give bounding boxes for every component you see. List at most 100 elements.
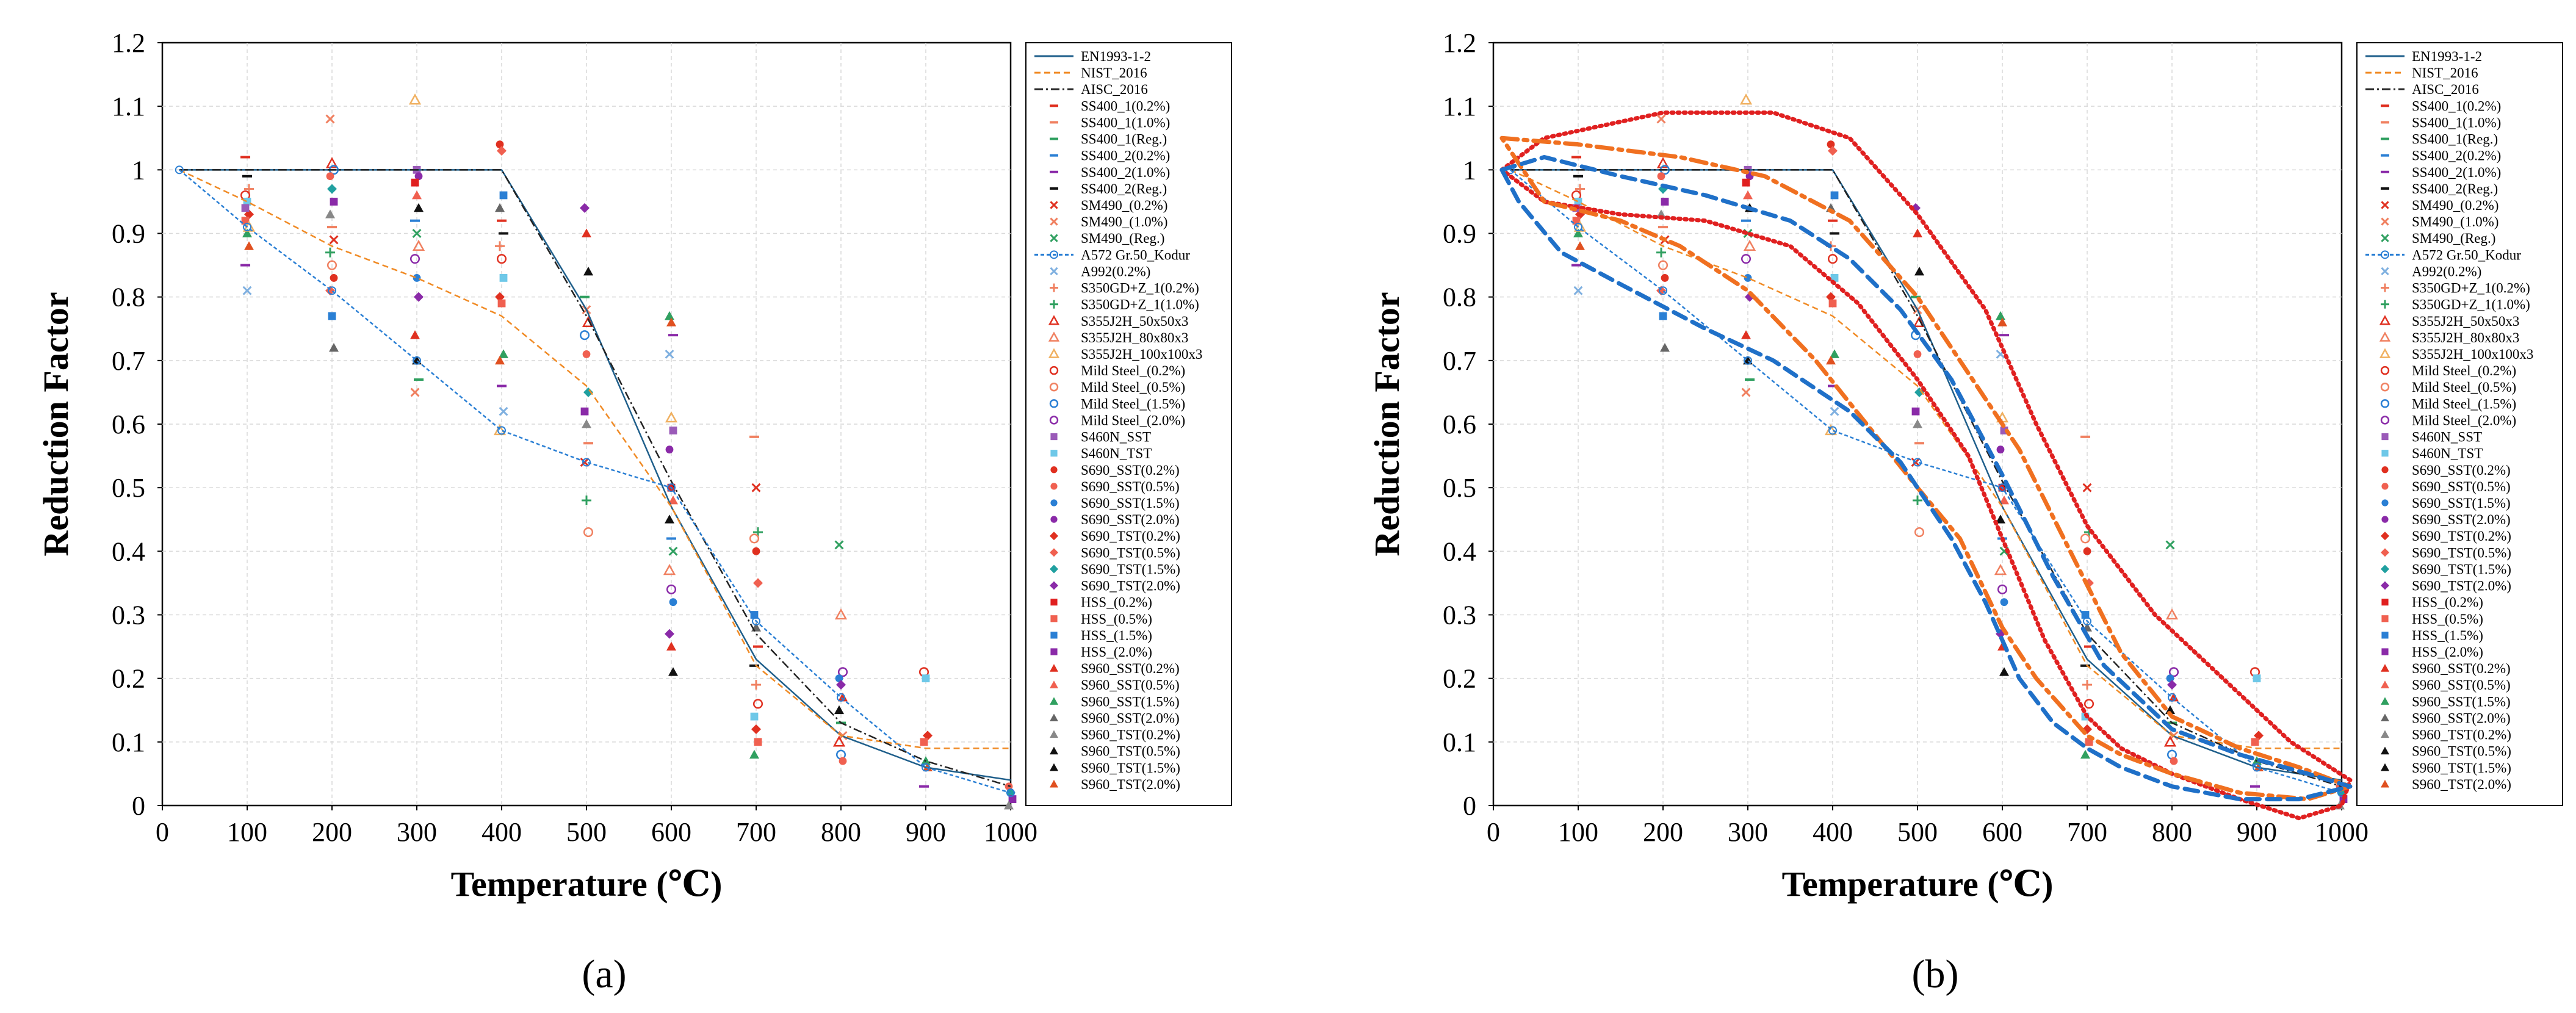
y-tick-label: 0.1	[112, 727, 145, 757]
legend-label: S960_TST(0.5%)	[2412, 744, 2511, 759]
x-axis-title: Temperature (℃)	[1782, 864, 2054, 904]
data-point	[837, 667, 848, 677]
data-point	[1999, 667, 2009, 676]
legend-swatch	[1050, 581, 1058, 590]
model-curves	[175, 165, 1015, 798]
x-tick-label: 300	[397, 817, 437, 847]
legend-label: S960_SST(2.0%)	[2412, 710, 2511, 726]
legend-label: HSS_(0.5%)	[1081, 611, 1152, 627]
data-point	[668, 496, 678, 505]
data-point	[2000, 598, 2008, 607]
data-point	[1741, 388, 1751, 397]
legend-swatch	[2380, 383, 2390, 392]
legend-swatch	[1050, 615, 1058, 622]
kodur-marker	[752, 616, 760, 625]
data-point	[582, 315, 595, 327]
legend-label: S960_TST(1.5%)	[2412, 760, 2511, 776]
legend-label: Mild Steel_(0.2%)	[1081, 363, 1185, 378]
data-point	[495, 292, 505, 302]
data-point	[922, 674, 930, 683]
data-point	[411, 178, 419, 187]
y-tick-label: 1.2	[1443, 28, 1476, 58]
data-point	[1574, 198, 1582, 206]
data-point	[665, 445, 674, 454]
legend-swatch	[1050, 548, 1058, 557]
data-point	[749, 533, 760, 544]
data-point	[1828, 299, 1837, 308]
data-point	[2253, 674, 2261, 683]
legend-label: S350GD+Z_1(0.2%)	[2412, 281, 2530, 296]
kodur-marker	[922, 763, 930, 772]
legend-swatch	[1050, 466, 1058, 474]
data-point	[2169, 692, 2179, 702]
y-tick-label: 0.6	[1443, 409, 1476, 439]
data-point	[326, 172, 334, 181]
legend-label: S690_TST(0.2%)	[1081, 528, 1180, 544]
data-point	[1996, 445, 2005, 454]
x-tick-label: 600	[651, 817, 691, 847]
data-point	[2163, 735, 2177, 747]
y-tick-label: 0.4	[1443, 536, 1476, 566]
legend-swatch	[2381, 615, 2389, 622]
data-point	[325, 157, 339, 168]
y-tick-label: 0.3	[1443, 600, 1476, 630]
data-point	[1739, 93, 1753, 105]
curve-aisc-2016	[179, 169, 1011, 787]
y-tick-label: 1.1	[112, 92, 145, 121]
legend-swatch	[1050, 516, 1058, 523]
data-point	[1996, 514, 2005, 524]
legend-swatch	[1050, 532, 1058, 541]
legend-swatch	[1050, 564, 1058, 574]
y-tick-label: 1	[1463, 155, 1476, 185]
legend-swatch	[1050, 599, 1058, 606]
legend-swatch	[2381, 713, 2389, 722]
legend-swatch	[2381, 697, 2389, 705]
data-point	[753, 578, 763, 588]
zone-boundary-ms	[1499, 110, 2353, 821]
legend-label: S690_TST(1.5%)	[2412, 561, 2511, 577]
data-point	[412, 239, 425, 251]
panel-label: (b)	[1912, 952, 1959, 997]
data-point	[582, 419, 591, 428]
legend-label: S690_SST(0.2%)	[1081, 463, 1180, 478]
data-point	[1743, 190, 1753, 200]
legend-label: SS400_1(Reg.)	[2412, 132, 2498, 147]
kodur-marker	[243, 223, 251, 232]
legend-swatch	[1048, 315, 1060, 325]
legend-label: S350GD+Z_1(0.2%)	[1081, 281, 1199, 296]
legend-label: S960_TST(0.5%)	[1081, 744, 1180, 759]
legend-label: S690_SST(2.0%)	[2412, 512, 2511, 527]
data-point	[1827, 254, 1838, 264]
legend-label: A572 Gr.50_Kodur	[1081, 247, 1190, 262]
x-tick-label: 900	[2237, 817, 2277, 847]
data-point	[754, 738, 762, 746]
data-point	[408, 93, 422, 105]
legend-label: S350GD+Z_1(1.0%)	[1081, 297, 1199, 312]
legend-swatch	[1050, 648, 1058, 655]
data-point	[241, 217, 250, 225]
data-point	[582, 496, 591, 505]
legend-label: S690_SST(2.0%)	[1081, 512, 1180, 527]
kodur-marker	[328, 286, 336, 295]
legend-swatch	[1050, 450, 1058, 457]
legend-swatch	[2381, 730, 2389, 738]
data-point	[2254, 730, 2264, 741]
kodur-marker	[582, 458, 591, 467]
chart-panel-a: 0 0.1 0.2 0.3 0.4 0.5 0.6 0.7 0.8 0.9 1 1.1 1.2 0 100 2…	[36, 28, 1232, 997]
plot-content	[175, 93, 1017, 810]
data-point	[2082, 680, 2092, 690]
legend-label: SS400_1(1.0%)	[2412, 115, 2501, 130]
data-point	[495, 355, 505, 365]
legend-box	[2356, 42, 2563, 806]
legend-swatch	[2380, 366, 2390, 375]
legend-swatch	[1048, 348, 1060, 358]
y-tick-label: 0.4	[112, 536, 145, 566]
data-point	[1744, 274, 1752, 282]
data-point	[2084, 699, 2094, 709]
legend-label: S960_TST(1.5%)	[1081, 760, 1180, 776]
data-point	[1911, 407, 1920, 416]
kodur-marker	[497, 426, 506, 435]
data-point	[665, 411, 678, 423]
data-point	[499, 349, 508, 358]
